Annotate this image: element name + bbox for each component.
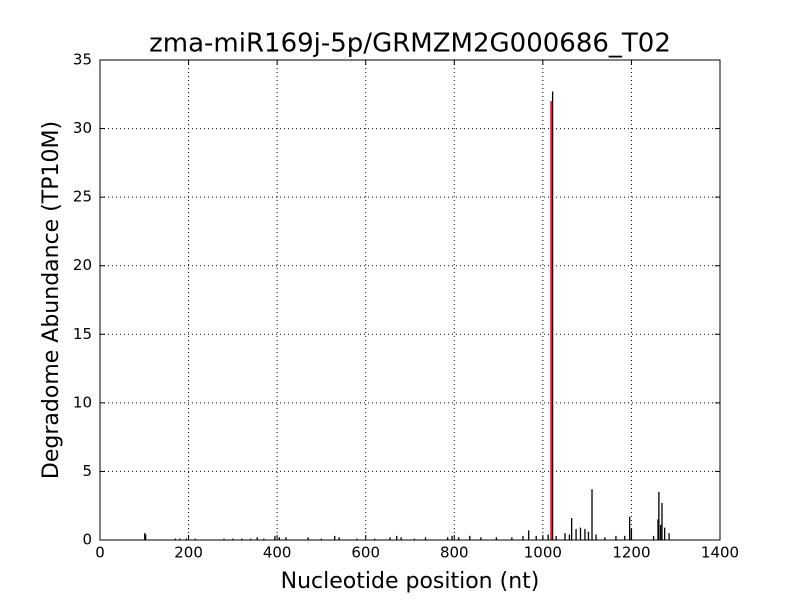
x-tick-label: 1200: [612, 544, 650, 562]
x-tick-label: 1000: [524, 544, 562, 562]
x-tick-label: 400: [263, 544, 292, 562]
x-tick-label: 600: [351, 544, 380, 562]
y-tick-label: 15: [73, 325, 92, 343]
y-tick-label: 10: [73, 393, 92, 411]
y-axis-label: Degradome Abundance (TP10M): [39, 121, 64, 479]
y-tick-label: 0: [82, 531, 92, 549]
x-tick-label: 1400: [701, 544, 739, 562]
y-tick-label: 35: [73, 51, 92, 69]
x-tick-label: 0: [95, 544, 105, 562]
y-tick-label: 25: [73, 188, 92, 206]
x-tick-label: 800: [440, 544, 469, 562]
x-axis-label: Nucleotide position (nt): [281, 569, 540, 594]
x-tick-label: 200: [174, 544, 203, 562]
plot-frame: [99, 59, 721, 541]
y-tick-label: 20: [73, 256, 92, 274]
y-tick-label: 30: [73, 119, 92, 137]
y-tick-label: 5: [82, 462, 92, 480]
chart-title: zma-miR169j-5p/GRMZM2G000686_T02: [149, 29, 671, 59]
